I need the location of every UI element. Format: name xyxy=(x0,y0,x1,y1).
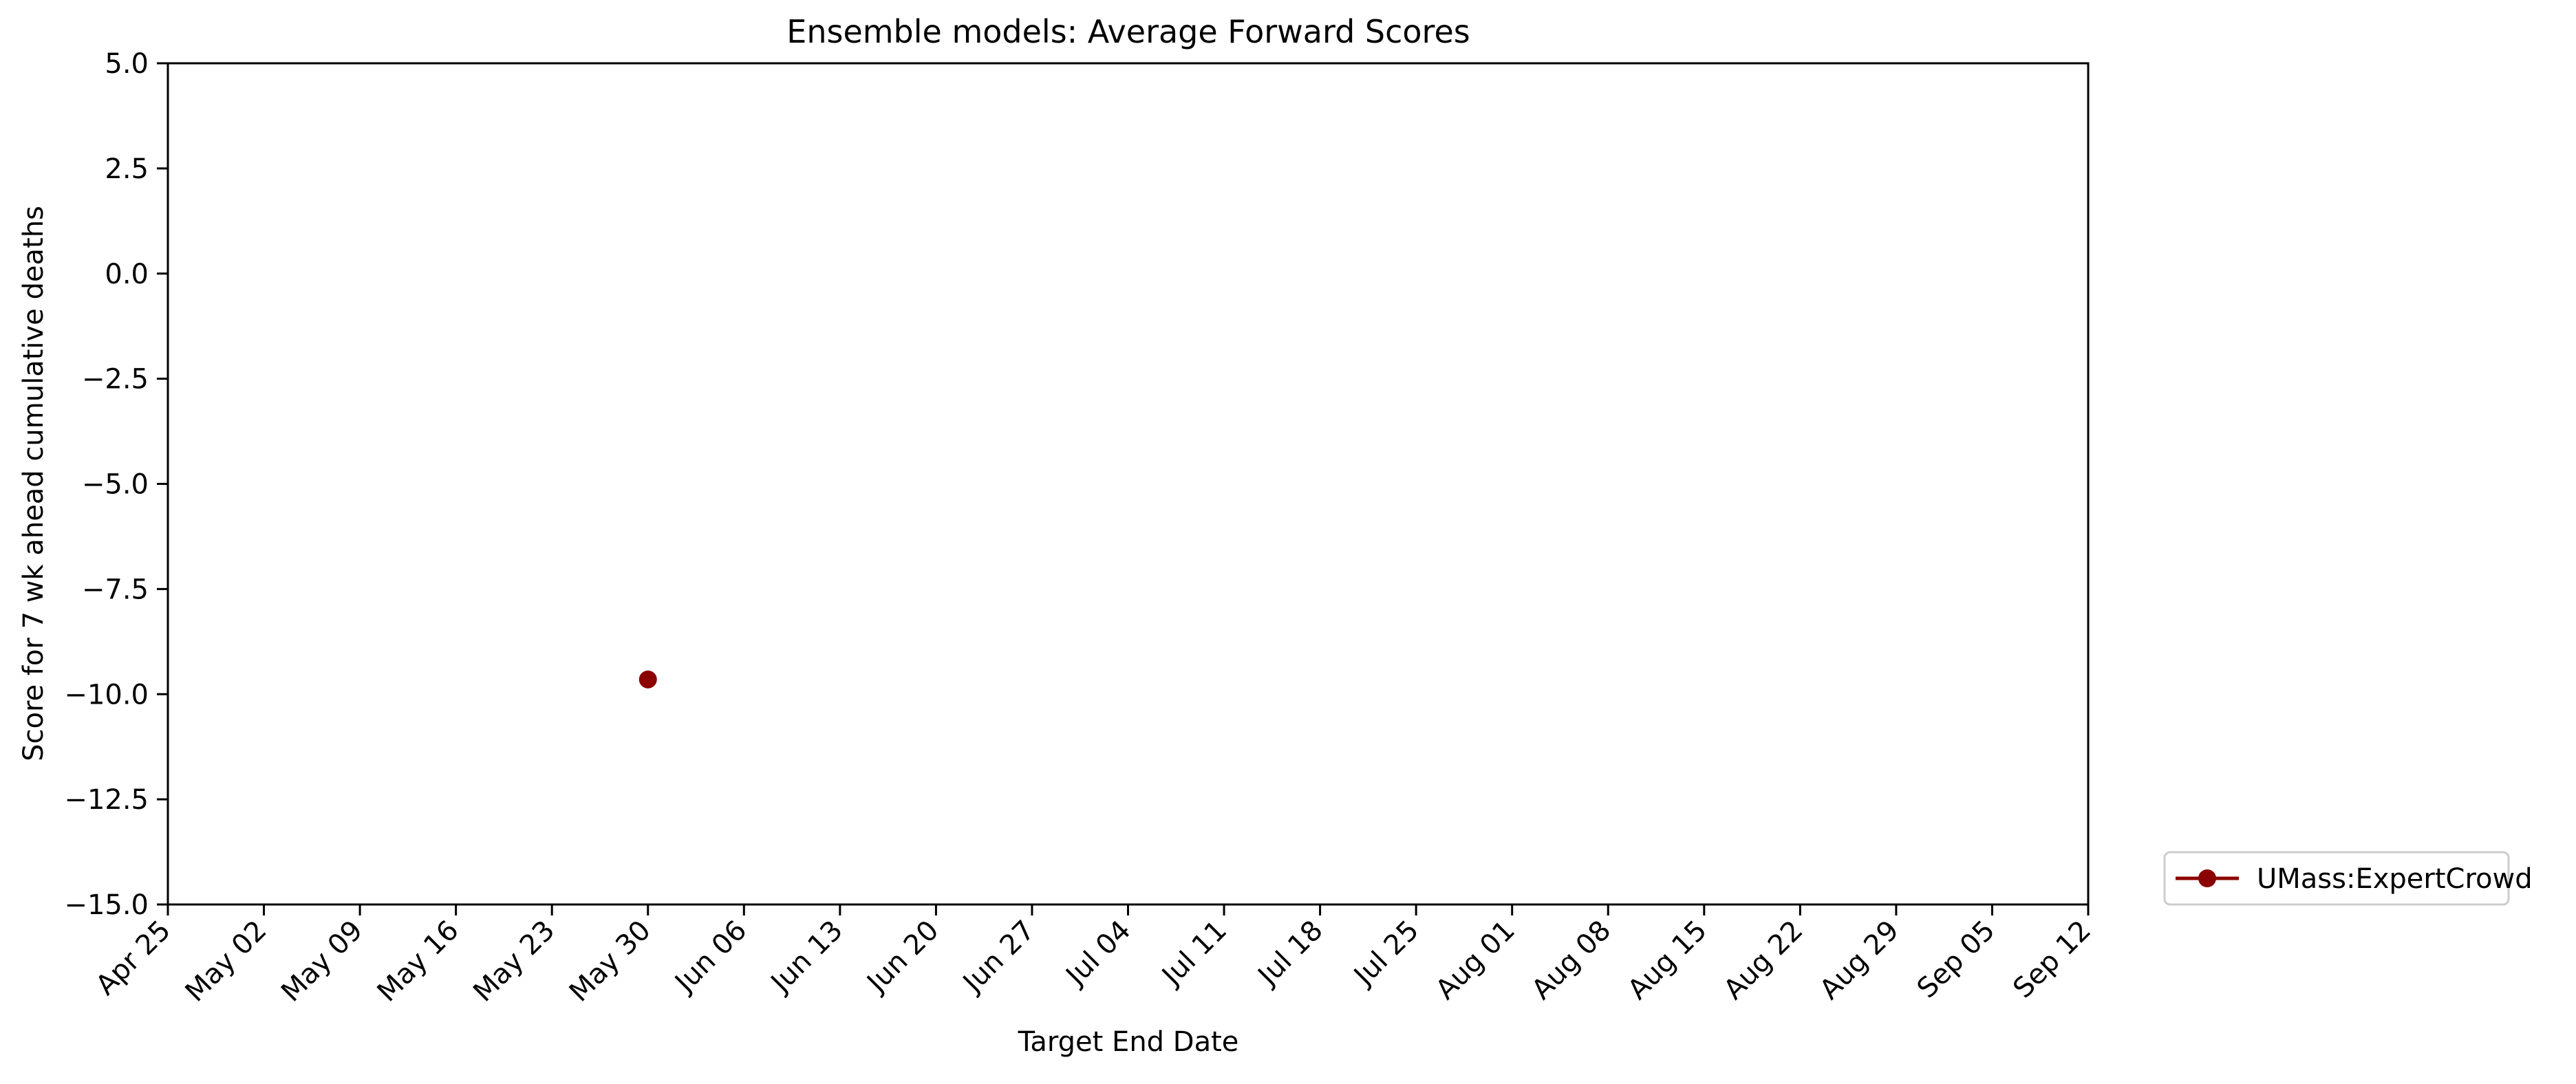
y-tick-label: −10.0 xyxy=(64,679,149,711)
legend-entry-label: UMass:ExpertCrowd xyxy=(2257,863,2533,895)
chart-title: Ensemble models: Average Forward Scores xyxy=(786,13,1470,50)
legend-marker-swatch xyxy=(2198,869,2216,887)
y-tick-label: −5.0 xyxy=(82,469,149,501)
y-tick-label: −7.5 xyxy=(82,574,149,605)
series-layer xyxy=(638,670,657,689)
y-axis-label: Score for 7 wk ahead cumulative deaths xyxy=(18,206,50,761)
legend: UMass:ExpertCrowd xyxy=(2163,851,2533,906)
legend-frame xyxy=(2163,851,2510,906)
y-tick-label: −12.5 xyxy=(64,784,149,816)
y-tick-label: 5.0 xyxy=(105,48,149,80)
y-tick-label: 2.5 xyxy=(105,153,149,185)
y-tick-label: −15.0 xyxy=(64,889,149,921)
data-point xyxy=(638,670,657,689)
y-tick-label: 0.0 xyxy=(105,259,149,290)
plot-area xyxy=(167,62,2090,906)
y-tick-label: −2.5 xyxy=(82,364,149,395)
y-axis: 5.0 2.5 0.0 −2.5 −5.0 −7.5 −10.0 −12.5 −15.0 xyxy=(64,48,168,921)
x-axis-label: Target End Date xyxy=(1018,1026,1239,1058)
